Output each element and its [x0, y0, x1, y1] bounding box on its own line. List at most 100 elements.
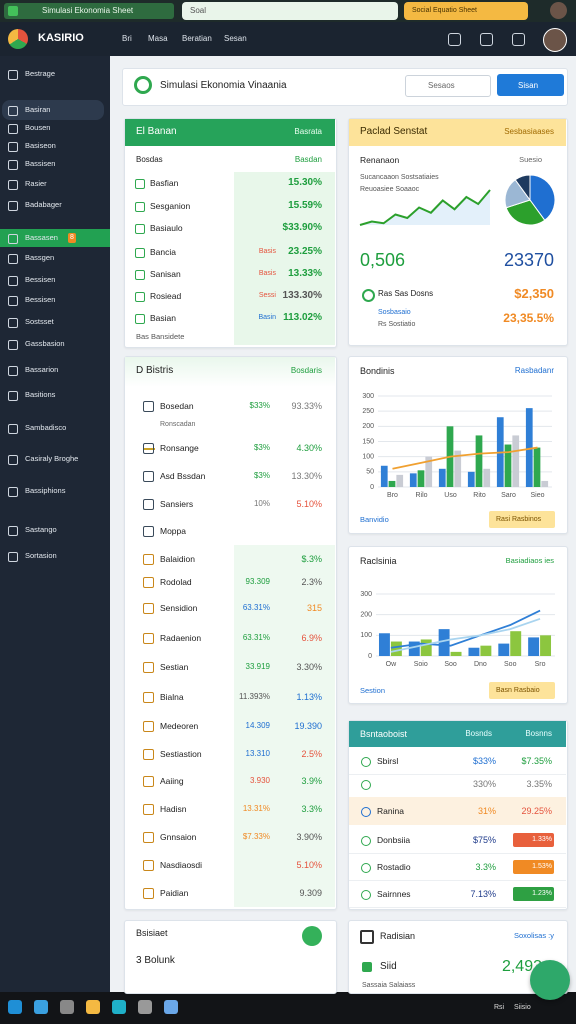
nav-item[interactable]: Badabager [25, 200, 62, 209]
shade [234, 172, 335, 345]
tab [4, 3, 174, 19]
row-icon [135, 270, 145, 280]
header-icon[interactable] [480, 33, 493, 46]
row-sep [349, 907, 566, 908]
taskbar-icon[interactable] [8, 1000, 22, 1014]
nav-item[interactable]: Bassiphions [25, 486, 66, 495]
row-value: 29.25% [521, 806, 552, 816]
row-mid: Basis [258, 270, 276, 277]
top-button[interactable] [497, 74, 564, 96]
address-bar[interactable] [182, 2, 398, 20]
row-label: Basfian [150, 178, 179, 188]
row-icon [143, 804, 154, 815]
mid-value: $2,350 [514, 286, 554, 301]
row-mid: 330% [472, 779, 496, 789]
nav-item[interactable]: Bassgen [25, 253, 55, 262]
nav-item[interactable]: Bestrage [25, 69, 56, 78]
card [124, 920, 337, 994]
shade [234, 545, 335, 907]
taskbar-icon[interactable] [112, 1000, 126, 1014]
nav-item[interactable]: Bessisen [25, 295, 56, 304]
row-value: 1.23% [532, 890, 552, 897]
card-header [125, 357, 335, 387]
row-icon [361, 757, 371, 767]
card-right: Rasbadanr [514, 366, 554, 375]
row-value: 13.30% [291, 471, 322, 481]
row-value: 3.3% [301, 804, 322, 814]
nav-item[interactable]: Basiran [25, 105, 51, 114]
row-label: Rosiead [150, 291, 182, 301]
taskbar-icon[interactable] [138, 1000, 152, 1014]
top-logo [134, 76, 152, 94]
taskbar-icon[interactable] [86, 1000, 100, 1014]
row-label: Sesganion [150, 201, 191, 211]
row-mid: 33.919 [245, 662, 270, 671]
nav-item[interactable]: Casiraly Broghe [25, 454, 79, 463]
row-label: Sanisan [150, 269, 181, 279]
row-icon [361, 836, 371, 846]
nav-item[interactable]: Rasier [25, 179, 47, 188]
nav-item[interactable]: Sambadisco [25, 423, 67, 432]
nav-item[interactable]: Bessisen [25, 275, 56, 284]
card-header [349, 119, 566, 146]
nav-link: Sesan [224, 34, 247, 43]
row-value: 315 [306, 603, 322, 613]
row-icon [143, 526, 154, 537]
row-sep [349, 774, 566, 775]
card-right: Basiadiaos ies [505, 556, 554, 565]
row-label: Sestian [160, 662, 189, 672]
nav-item[interactable]: Basitions [25, 390, 56, 399]
nav-item[interactable]: Bassisen [25, 159, 56, 168]
taskbar-icon[interactable] [164, 1000, 178, 1014]
nav-badge: 8 [68, 233, 76, 243]
nav-item[interactable]: Bassasen [25, 233, 58, 242]
badge [513, 860, 554, 874]
row-value: 4.30% [296, 443, 322, 453]
header-icon[interactable] [512, 33, 525, 46]
nav-item[interactable]: Bousen [25, 123, 51, 132]
row-value: 3.90% [296, 832, 322, 842]
card-label: Renanaon [360, 155, 400, 165]
nav-item[interactable]: Sastango [25, 525, 57, 534]
card-title: Radisian [380, 931, 416, 941]
nav-link: Beratian [182, 34, 212, 43]
nav-item[interactable]: Sortasion [25, 551, 57, 560]
taskbar-icon[interactable] [60, 1000, 74, 1014]
card-title: El Banan [136, 126, 177, 137]
row-icon [361, 780, 371, 790]
row-line [143, 448, 155, 450]
search-box[interactable] [405, 75, 491, 97]
row-label: Basiaulo [150, 223, 183, 233]
row-label: Sestiastion [160, 749, 202, 759]
row-icon [135, 224, 145, 234]
nav-item[interactable]: Basiseon [25, 141, 56, 150]
nav-item[interactable]: Gassbasion [25, 339, 65, 348]
row-value: 6.9% [301, 633, 322, 643]
pill[interactable] [404, 2, 528, 20]
row-icon [362, 962, 372, 972]
nav-item[interactable]: Bassarion [25, 365, 59, 374]
card-title: Bsisiaet [136, 928, 168, 938]
nav-icon [8, 160, 18, 170]
circle-button[interactable] [302, 926, 322, 946]
row-icon [135, 292, 145, 302]
row-value: $33.90% [282, 222, 322, 233]
nav-item[interactable]: Sostsset [25, 317, 54, 326]
row-label: Bancia [150, 247, 176, 257]
nav-icon [8, 254, 18, 264]
mid-icon [362, 289, 375, 302]
row-label: Asd Bssdan [160, 471, 206, 481]
row-value: $7.35% [521, 756, 552, 766]
nav-icon [8, 276, 18, 286]
row-mid: 11.393% [239, 692, 270, 701]
nav-icon [8, 180, 18, 190]
page-title: Simulasi Ekonomia Vinaania [160, 80, 287, 91]
chat-button[interactable] [530, 960, 570, 1000]
row-value: 93.33% [291, 401, 322, 411]
row-mid: $33% [472, 756, 496, 766]
taskbar-icon[interactable] [34, 1000, 48, 1014]
header-icon[interactable] [448, 33, 461, 46]
row-icon [361, 807, 371, 817]
card-button[interactable] [489, 511, 555, 528]
card-button[interactable] [489, 682, 555, 699]
